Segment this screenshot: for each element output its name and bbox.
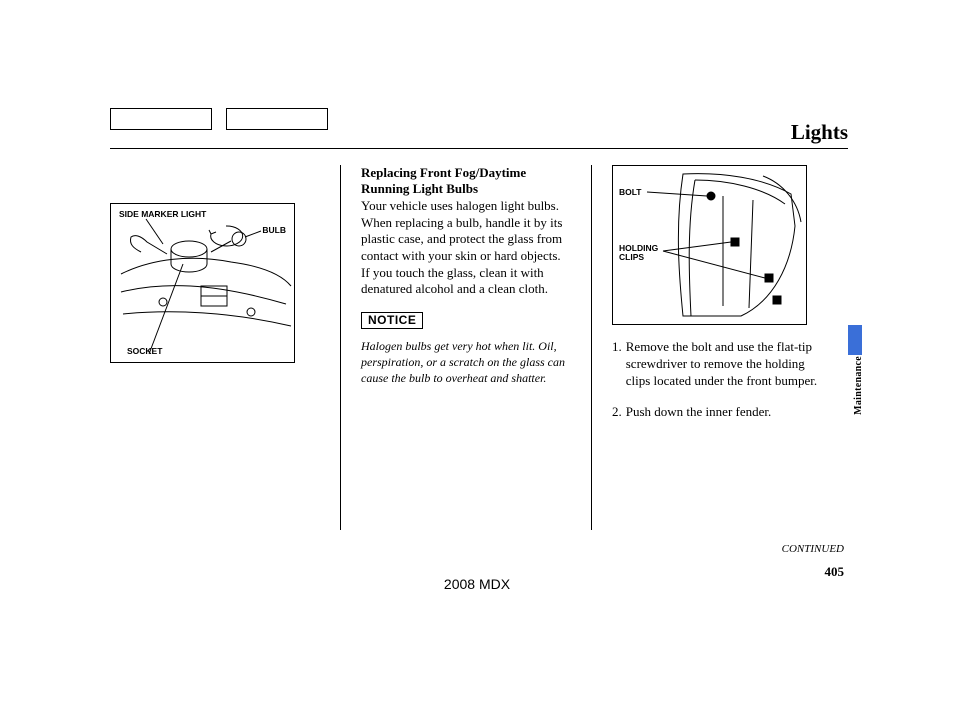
notice-box: NOTICE [361,312,423,329]
figure-bumper: BOLT HOLDING CLIPS [612,165,807,325]
step-1-number: 1. [612,339,622,390]
step-2-number: 2. [612,404,622,421]
header-box-2 [226,108,328,130]
label-bolt: BOLT [619,188,642,197]
heading-line-1: Replacing Front Fog/Daytime [361,165,526,180]
title-rule [110,148,848,149]
label-socket: SOCKET [127,347,162,356]
section-tab [848,325,862,355]
column-2: Replacing Front Fog/Daytime Running Ligh… [361,165,571,530]
step-1: 1. Remove the bolt and use the flat-tip … [612,339,820,390]
section-tab-label: Maintenance [853,356,864,415]
column-separator-1 [340,165,341,530]
page-number: 405 [825,564,845,580]
step-2: 2. Push down the inner fender. [612,404,820,421]
label-side-marker-light: SIDE MARKER LIGHT [119,210,206,219]
content-columns: SIDE MARKER LIGHT BULB SOCKET [110,165,850,530]
figure-side-marker: SIDE MARKER LIGHT BULB SOCKET [110,203,295,363]
column-3: BOLT HOLDING CLIPS [612,165,820,530]
label-bulb: BULB [262,226,286,235]
step-1-text: Remove the bolt and use the flat-tip scr… [626,339,820,390]
page-title: Lights [791,120,848,145]
figure-side-marker-wrapper: SIDE MARKER LIGHT BULB SOCKET [110,203,320,363]
column-separator-2 [591,165,592,530]
manual-page: Lights SIDE MARKER LIGHT BULB SOCKET [0,0,954,710]
intro-paragraph: Your vehicle uses halogen light bulbs. W… [361,198,571,298]
section-heading: Replacing Front Fog/Daytime Running Ligh… [361,165,571,196]
header-box-1 [110,108,212,130]
column-1: SIDE MARKER LIGHT BULB SOCKET [110,165,320,530]
continued-label: CONTINUED [782,543,844,555]
heading-line-2: Running Light Bulbs [361,181,478,196]
notice-text: Halogen bulbs get very hot when lit. Oil… [361,339,571,386]
footer-model: 2008 MDX [444,576,510,592]
step-2-text: Push down the inner fender. [626,404,820,421]
header-placeholder-boxes [110,108,328,130]
label-holding-clips: HOLDING CLIPS [619,244,658,262]
